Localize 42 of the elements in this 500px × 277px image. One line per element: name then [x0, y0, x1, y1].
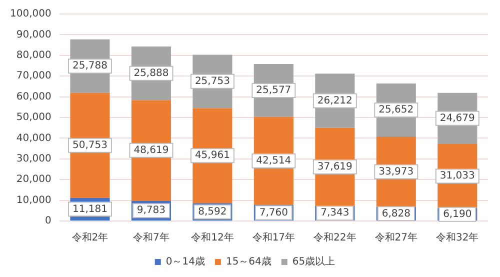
- legend-label: 15～64歳: [226, 256, 272, 268]
- data-label: 33,973: [378, 166, 414, 178]
- data-label: 6,190: [443, 208, 472, 220]
- y-tick-label: 40,000: [16, 132, 52, 144]
- x-tick-label: 令和2年: [72, 232, 108, 244]
- data-label: 42,514: [256, 156, 292, 167]
- data-label: 50,753: [72, 140, 108, 151]
- data-label: 7,760: [259, 207, 288, 218]
- data-label: 11,181: [72, 204, 108, 215]
- data-label: 45,961: [194, 150, 230, 162]
- data-label: 8,592: [198, 206, 227, 218]
- y-tick-label: 80,000: [16, 50, 52, 61]
- y-tick-label: 70,000: [16, 70, 52, 82]
- legend-label: 65歳以上: [292, 256, 336, 268]
- data-label: 25,788: [72, 60, 108, 72]
- data-label: 24,679: [440, 113, 475, 124]
- x-tick-label: 令和27年: [374, 232, 418, 244]
- y-tick-label: 60,000: [16, 91, 52, 102]
- data-label: 31,033: [440, 170, 475, 182]
- x-tick-label: 令和7年: [133, 232, 170, 244]
- x-tick-label: 令和32年: [436, 232, 479, 244]
- data-label: 7,343: [320, 208, 350, 219]
- data-label: 25,888: [134, 68, 169, 79]
- y-tick-label: 100,000: [10, 8, 52, 20]
- x-tick-label: 令和12年: [191, 232, 234, 244]
- data-label: 25,753: [194, 76, 230, 88]
- x-tick-label: 令和22年: [314, 232, 356, 244]
- data-label: 37,619: [317, 161, 352, 172]
- x-tick-label: 令和17年: [252, 232, 296, 244]
- legend-label: 0～14歳: [166, 256, 205, 268]
- y-tick-label: 20,000: [16, 174, 52, 186]
- data-label: 25,652: [378, 104, 414, 116]
- data-label: 6,828: [382, 208, 410, 220]
- y-tick-label: 10,000: [16, 194, 52, 206]
- data-label: 48,619: [134, 145, 169, 156]
- y-tick-label: 0: [44, 216, 52, 227]
- data-label: 25,577: [256, 85, 292, 96]
- data-label: 9,783: [136, 205, 166, 216]
- y-tick-label: 30,000: [16, 153, 52, 164]
- y-tick-label: 90,000: [16, 29, 52, 40]
- data-label: 26,212: [317, 95, 352, 106]
- y-tick-label: 50,000: [16, 112, 52, 124]
